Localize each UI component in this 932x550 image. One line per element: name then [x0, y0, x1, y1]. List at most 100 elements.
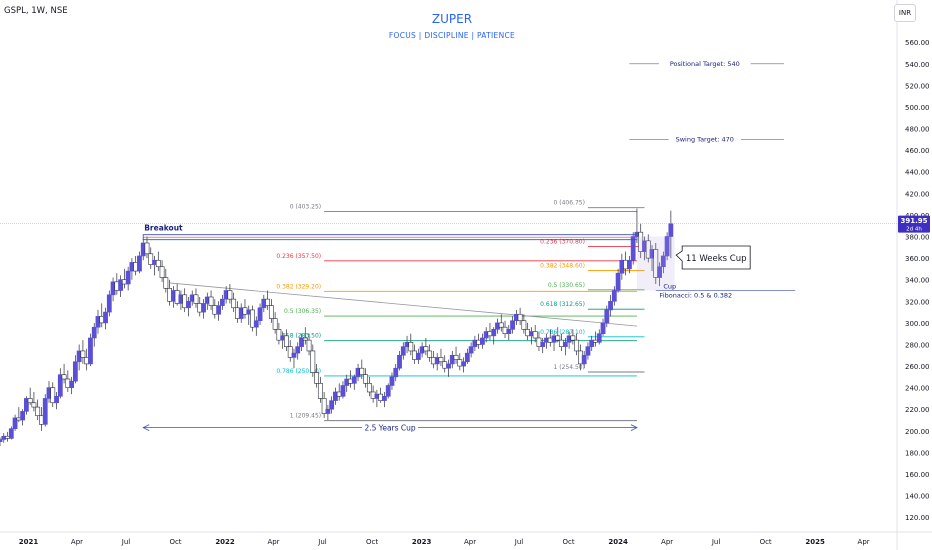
- positional-target-bg: [658, 58, 751, 68]
- candle-body: [216, 305, 221, 315]
- candle-body: [382, 395, 387, 401]
- candle-body: [291, 352, 297, 358]
- candle-body: [306, 339, 312, 352]
- time-tick-label: Apr: [267, 538, 279, 546]
- chart-title: ZUPER: [431, 12, 473, 26]
- candle-body: [302, 337, 308, 341]
- fib-left-label: 0.786 (250.90): [276, 368, 321, 375]
- price-tick-label: 500.00: [905, 104, 930, 112]
- candle-body: [461, 361, 466, 367]
- candle-body: [137, 255, 142, 272]
- candle-body: [611, 290, 617, 302]
- years-cup-label: 2.5 Years Cup: [364, 424, 415, 433]
- candle-body: [227, 290, 233, 300]
- price-tick-label: 260.00: [905, 363, 930, 371]
- candle-body: [159, 266, 165, 278]
- candle-body: [657, 266, 662, 278]
- candle-body: [54, 395, 59, 404]
- swing-target-bg: [668, 134, 741, 144]
- candle-body: [144, 242, 150, 255]
- candle-body: [630, 236, 636, 261]
- candle-body: [359, 367, 365, 376]
- candle-body: [27, 398, 33, 404]
- time-tick-label: 2021: [19, 538, 39, 546]
- time-tick-label: Oct: [169, 538, 181, 546]
- candle-body: [295, 346, 301, 354]
- candle-body: [50, 387, 56, 404]
- last-price-label: 391.95: [900, 217, 927, 225]
- candle-body: [284, 335, 289, 347]
- candle-body: [193, 294, 199, 304]
- price-tick-label: 520.00: [905, 82, 930, 90]
- candle-body: [325, 408, 331, 414]
- time-tick-label: Jul: [121, 538, 131, 546]
- time-tick-label: 2025: [805, 538, 825, 546]
- candle-body: [272, 318, 278, 330]
- candle-body: [42, 398, 48, 425]
- candle-body: [366, 383, 372, 393]
- fib-left-label: 0.382 (329.20): [276, 283, 321, 290]
- years-cup-arrowhead-left: [142, 424, 150, 431]
- candle-body: [80, 350, 86, 358]
- price-tick-label: 420.00: [905, 190, 930, 198]
- candle-body: [660, 255, 666, 268]
- fibonacci-note: Fibonacci: 0.5 & 0.382: [660, 291, 733, 299]
- fib-right-label: 0.786 (287.10): [540, 329, 585, 336]
- candle-body: [468, 346, 474, 354]
- candle-body: [491, 329, 497, 337]
- candle-body: [12, 417, 18, 429]
- candle-body: [219, 298, 225, 306]
- candle-body: [276, 329, 282, 341]
- candle-body: [400, 346, 406, 356]
- candle-body: [314, 372, 319, 384]
- candle-body: [581, 354, 587, 365]
- price-tick-label: 280.00: [905, 341, 930, 349]
- candle-body: [201, 303, 206, 313]
- price-tick-label: 200.00: [905, 428, 930, 436]
- fib-left-label: 0.236 (357.50): [276, 253, 321, 260]
- price-tick-label: 240.00: [905, 385, 930, 393]
- candle-body: [265, 298, 270, 306]
- candle-body: [653, 249, 659, 278]
- price-tick-label: 460.00: [905, 147, 930, 155]
- candle-body: [250, 309, 255, 328]
- price-axis[interactable]: 560.00 540.00 520.00 500.00 480.00 460.00 440.…: [898, 39, 930, 522]
- candle-body: [231, 298, 237, 309]
- candle-body: [72, 361, 78, 382]
- years-cup-arrowhead-right: [630, 424, 638, 431]
- candle-body: [340, 385, 346, 397]
- candle-body: [35, 406, 41, 417]
- candle-body: [600, 322, 606, 334]
- price-tick-label: 320.00: [905, 298, 930, 306]
- candle-body: [453, 354, 459, 360]
- candle-body: [615, 272, 621, 291]
- candle-body: [88, 337, 93, 365]
- positional-target-label: Positional Target: 540: [670, 60, 740, 68]
- candle-body: [363, 374, 368, 384]
- candle-body: [427, 350, 433, 358]
- candle-body: [61, 374, 67, 380]
- candle-body: [589, 339, 595, 347]
- fib-left-label: 0 (403.25): [290, 203, 321, 210]
- time-tick-label: 2024: [608, 538, 628, 546]
- time-tick-label: 2023: [412, 538, 432, 546]
- candle-body: [118, 279, 124, 291]
- candle-body: [299, 337, 304, 347]
- fibonacci-drawings: 0 (403.25) 0.236 (357.50) 0.382 (329.20) 0.…: [169, 200, 645, 422]
- currency-button[interactable]: INR: [894, 4, 916, 22]
- candle-body: [446, 363, 451, 369]
- fib-right-label: 0.382 (348.60): [540, 262, 585, 269]
- time-tick-label: Apr: [858, 538, 870, 546]
- candle-body: [393, 367, 399, 378]
- fib-right-label: 0 (406.75): [554, 200, 585, 207]
- time-tick-label: Oct: [760, 538, 772, 546]
- candle-body: [464, 352, 470, 363]
- candle-body: [125, 270, 131, 285]
- candle-body: [69, 380, 75, 388]
- candle-body: [438, 357, 444, 363]
- cup-label: Cup: [663, 282, 676, 290]
- candle-body: [415, 352, 421, 360]
- time-axis[interactable]: 2021 Apr Jul Oct 2022 Apr Jul Oct 2023 Apr Jul Oct 2…: [19, 538, 870, 546]
